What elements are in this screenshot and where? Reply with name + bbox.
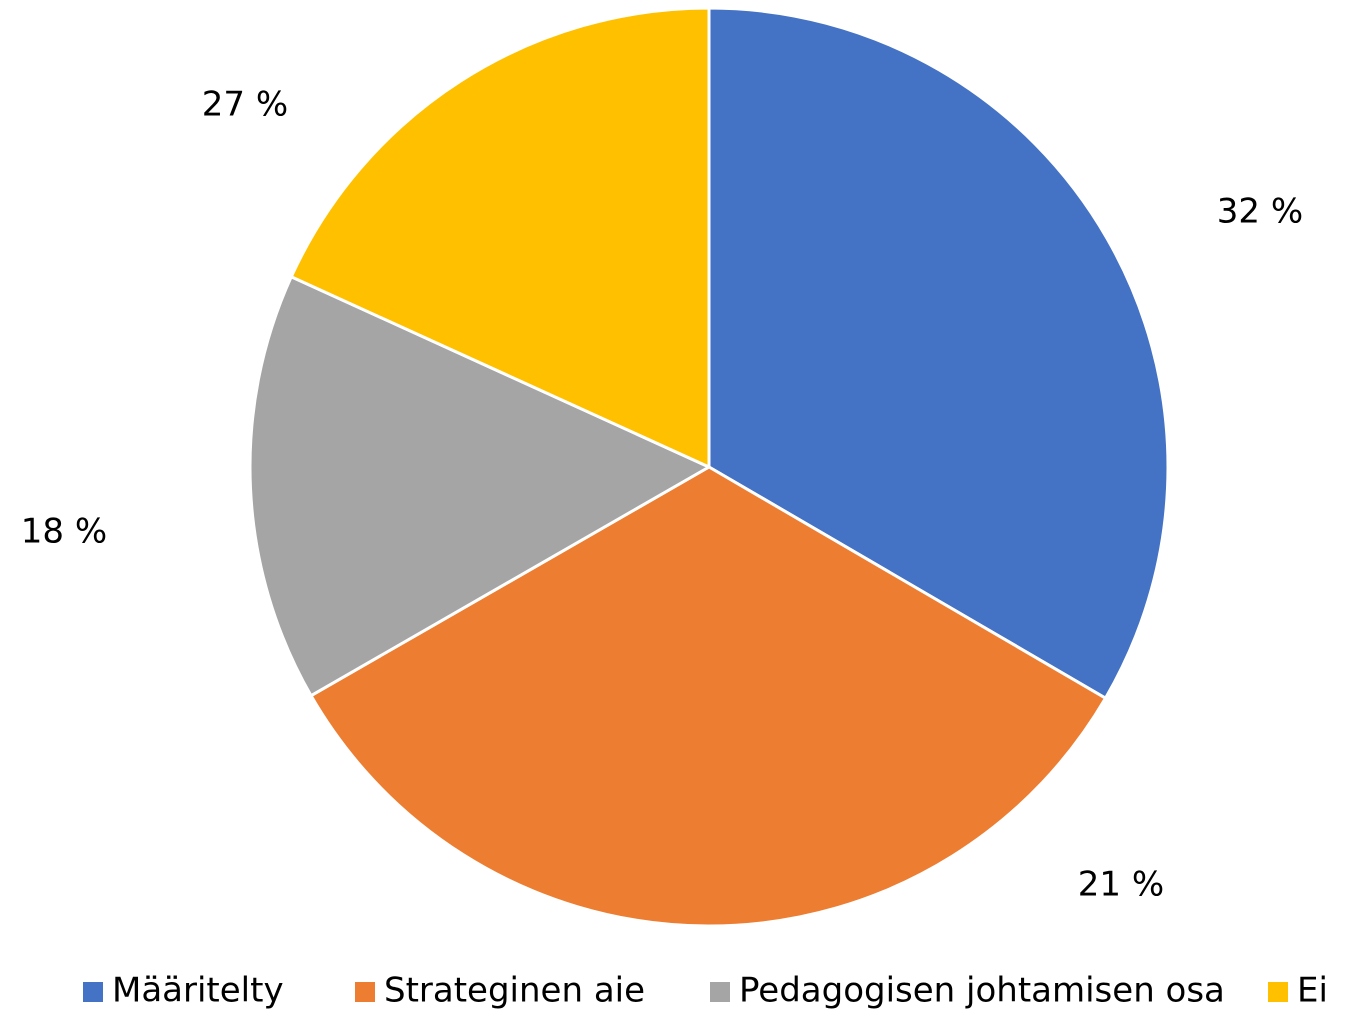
- legend-swatch-maaritelty: [83, 982, 103, 1002]
- legend-item-ei: Ei: [1268, 971, 1328, 1011]
- legend-label-pedagogisen-johtamisen-osa: Pedagogisen johtamisen osa: [739, 971, 1225, 1011]
- legend-item-maaritelty: Määritelty: [83, 971, 284, 1011]
- pie-slices: [248, 6, 1170, 928]
- data-label-ei: 27 %: [202, 85, 288, 125]
- legend-swatch-strateginen-aie: [355, 982, 375, 1002]
- pie-slice-ei: [289, 6, 711, 469]
- data-label-strateginen-aie: 21 %: [1078, 865, 1164, 905]
- legend-swatch-pedagogisen-johtamisen-osa: [710, 982, 730, 1002]
- legend: Määritelty Strateginen aie Pedagogisen joh…: [83, 971, 1328, 1011]
- pie-slice-maaritelty: [707, 6, 1170, 700]
- data-label-maaritelty: 32 %: [1217, 192, 1303, 232]
- data-label-pedagogisen-johtamisen-osa: 18 %: [21, 512, 107, 552]
- legend-label-ei: Ei: [1297, 971, 1328, 1011]
- legend-item-strateginen-aie: Strateginen aie: [355, 971, 645, 1011]
- pie-slice-pedagogisen-johtamisen-osa: [248, 275, 711, 698]
- data-labels: 32 % 21 % 18 % 27 %: [21, 85, 1303, 905]
- legend-label-strateginen-aie: Strateginen aie: [384, 971, 645, 1011]
- legend-swatch-ei: [1268, 982, 1288, 1002]
- legend-item-pedagogisen-johtamisen-osa: Pedagogisen johtamisen osa: [710, 971, 1225, 1011]
- legend-label-maaritelty: Määritelty: [112, 971, 284, 1011]
